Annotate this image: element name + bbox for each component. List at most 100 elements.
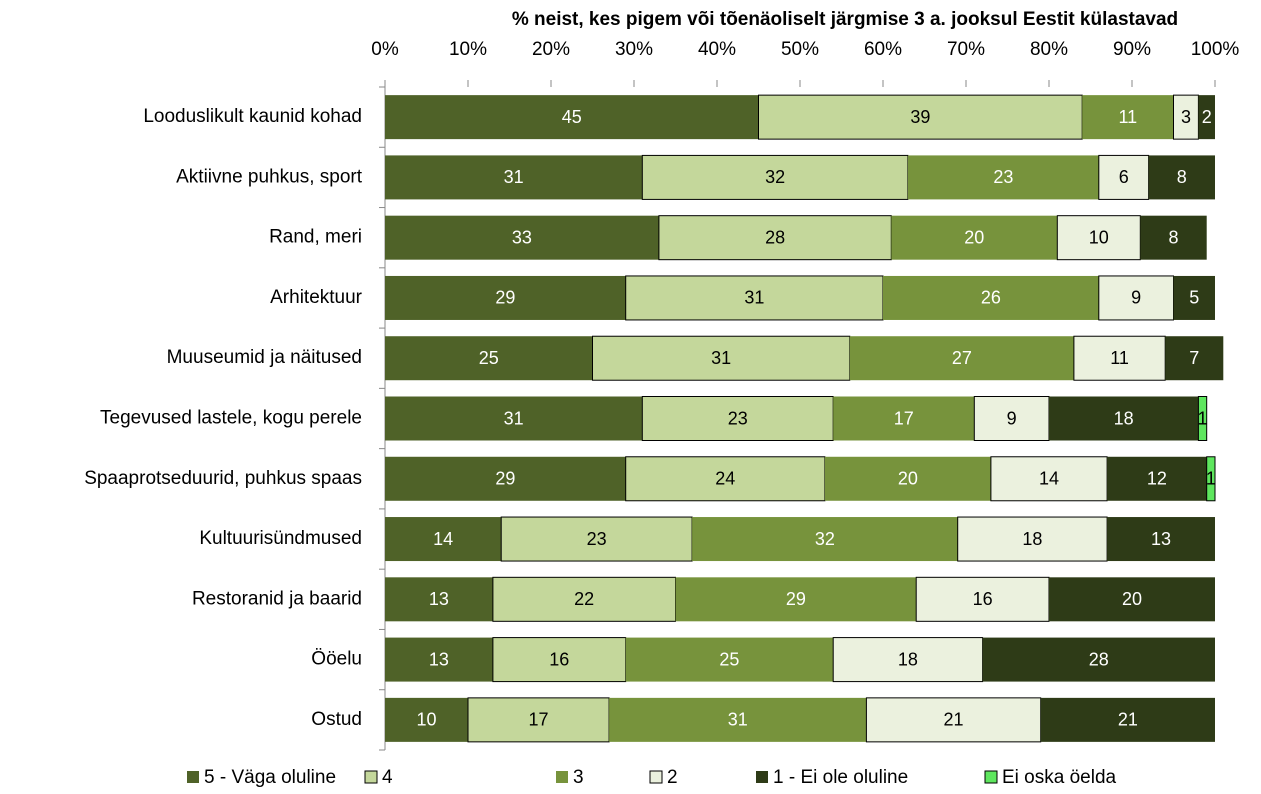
bar-segment	[832, 637, 984, 683]
bar-segment	[625, 637, 834, 682]
bar-segment	[833, 396, 975, 441]
x-tick-label: 40%	[698, 39, 736, 60]
x-tick-label: 100%	[1191, 39, 1240, 60]
bar-segment	[1098, 154, 1150, 200]
bar-segment	[907, 155, 1099, 200]
legend-label: 2	[667, 767, 678, 788]
category-label: Ööelu	[311, 649, 362, 670]
data-label: 28	[765, 227, 785, 247]
bar-segment	[625, 275, 884, 321]
data-label: 23	[587, 529, 607, 549]
category-label: Kultuurisündmused	[199, 528, 362, 549]
bar-segment	[625, 456, 826, 502]
data-label: 25	[719, 649, 739, 669]
category-label: Tegevused lastele, kogu perele	[100, 408, 362, 429]
data-label: 21	[944, 710, 964, 730]
bar-segment	[1206, 456, 1216, 502]
data-label: 32	[815, 529, 835, 549]
bar-segment	[658, 215, 892, 261]
bar-segment	[675, 577, 917, 622]
category-label: Aktiivne puhkus, sport	[176, 166, 363, 187]
data-label: 25	[479, 348, 499, 368]
category-label: Looduslikult kaunid kohad	[143, 106, 362, 127]
x-tick-label: 10%	[449, 39, 487, 60]
data-label: 13	[1151, 529, 1171, 549]
legend-swatch	[649, 770, 663, 784]
bar-segment	[385, 155, 643, 200]
data-label: 20	[898, 469, 918, 489]
category-label: Spaaprotseduurid, puhkus spaas	[84, 468, 362, 489]
bar-segment	[385, 577, 493, 622]
bar-segment	[1040, 697, 1215, 742]
data-label: 2	[1202, 107, 1212, 127]
bar-segment	[824, 456, 991, 501]
data-label: 14	[1039, 469, 1059, 489]
bar-segment	[492, 576, 676, 622]
data-label: 23	[993, 167, 1013, 187]
data-label: 11	[1119, 107, 1138, 127]
bar-segment	[865, 697, 1042, 743]
data-label: 17	[529, 710, 549, 730]
data-label: 17	[894, 408, 914, 428]
bar-segment	[1056, 215, 1141, 261]
bar-segment	[385, 637, 493, 682]
data-label: 31	[504, 167, 524, 187]
data-label: 6	[1119, 167, 1129, 187]
bar-segment	[1107, 456, 1207, 501]
legend-label: 3	[573, 767, 584, 788]
data-label: 29	[495, 288, 515, 308]
legend-swatch	[556, 771, 568, 783]
bar-segment	[849, 336, 1074, 381]
bar-segment	[385, 336, 593, 381]
data-label: 31	[728, 710, 748, 730]
data-label: 32	[765, 167, 785, 187]
data-label: 12	[1147, 469, 1167, 489]
category-label: Arhitektuur	[270, 287, 363, 308]
data-label: 9	[1007, 408, 1017, 428]
bar-segment	[891, 215, 1058, 260]
data-label: 16	[973, 589, 993, 609]
bar-segment	[982, 637, 1215, 682]
legend-label: 5 - Väga oluline	[204, 767, 336, 788]
data-label: 8	[1168, 227, 1178, 247]
bar-segment	[1098, 275, 1175, 321]
data-label: 1	[1206, 469, 1216, 489]
legend-label: 1 - Ei ole oluline	[773, 767, 908, 788]
bar-segment	[957, 516, 1108, 562]
bar-segment	[385, 396, 643, 441]
x-tick-label: 80%	[1030, 39, 1068, 60]
data-label: 18	[1022, 529, 1042, 549]
data-label: 3	[1181, 107, 1191, 127]
bar-segment	[385, 456, 626, 501]
data-label: 20	[1122, 589, 1142, 609]
bar-segment	[1173, 275, 1215, 320]
legend-swatch	[364, 770, 378, 784]
legend-label: Ei oska öelda	[1002, 767, 1117, 788]
bar-segment	[1197, 396, 1208, 441]
bar-segment	[1107, 517, 1215, 562]
data-label: 18	[1114, 408, 1134, 428]
data-label: 23	[728, 408, 748, 428]
bar-segment	[1082, 95, 1174, 140]
bar-segment	[1140, 215, 1207, 260]
data-label: 28	[1089, 649, 1109, 669]
data-label: 33	[512, 227, 532, 247]
bar-segment	[500, 516, 693, 562]
bar-segment	[1073, 335, 1166, 381]
data-label: 16	[549, 649, 569, 669]
bar-segment	[883, 275, 1099, 320]
data-label: 39	[910, 107, 930, 127]
legend-swatch	[984, 770, 998, 784]
x-tick-label: 30%	[615, 39, 653, 60]
data-label: 22	[574, 589, 594, 609]
data-label: 10	[1089, 227, 1109, 247]
bar-segment	[385, 275, 626, 320]
bar-segment	[385, 215, 659, 260]
bar-segment	[990, 456, 1108, 502]
x-tick-label: 90%	[1113, 39, 1151, 60]
bar-segment	[385, 517, 502, 562]
category-label: Rand, meri	[269, 227, 362, 248]
x-tick-label: 0%	[371, 39, 399, 60]
bar-segment	[1165, 336, 1224, 381]
